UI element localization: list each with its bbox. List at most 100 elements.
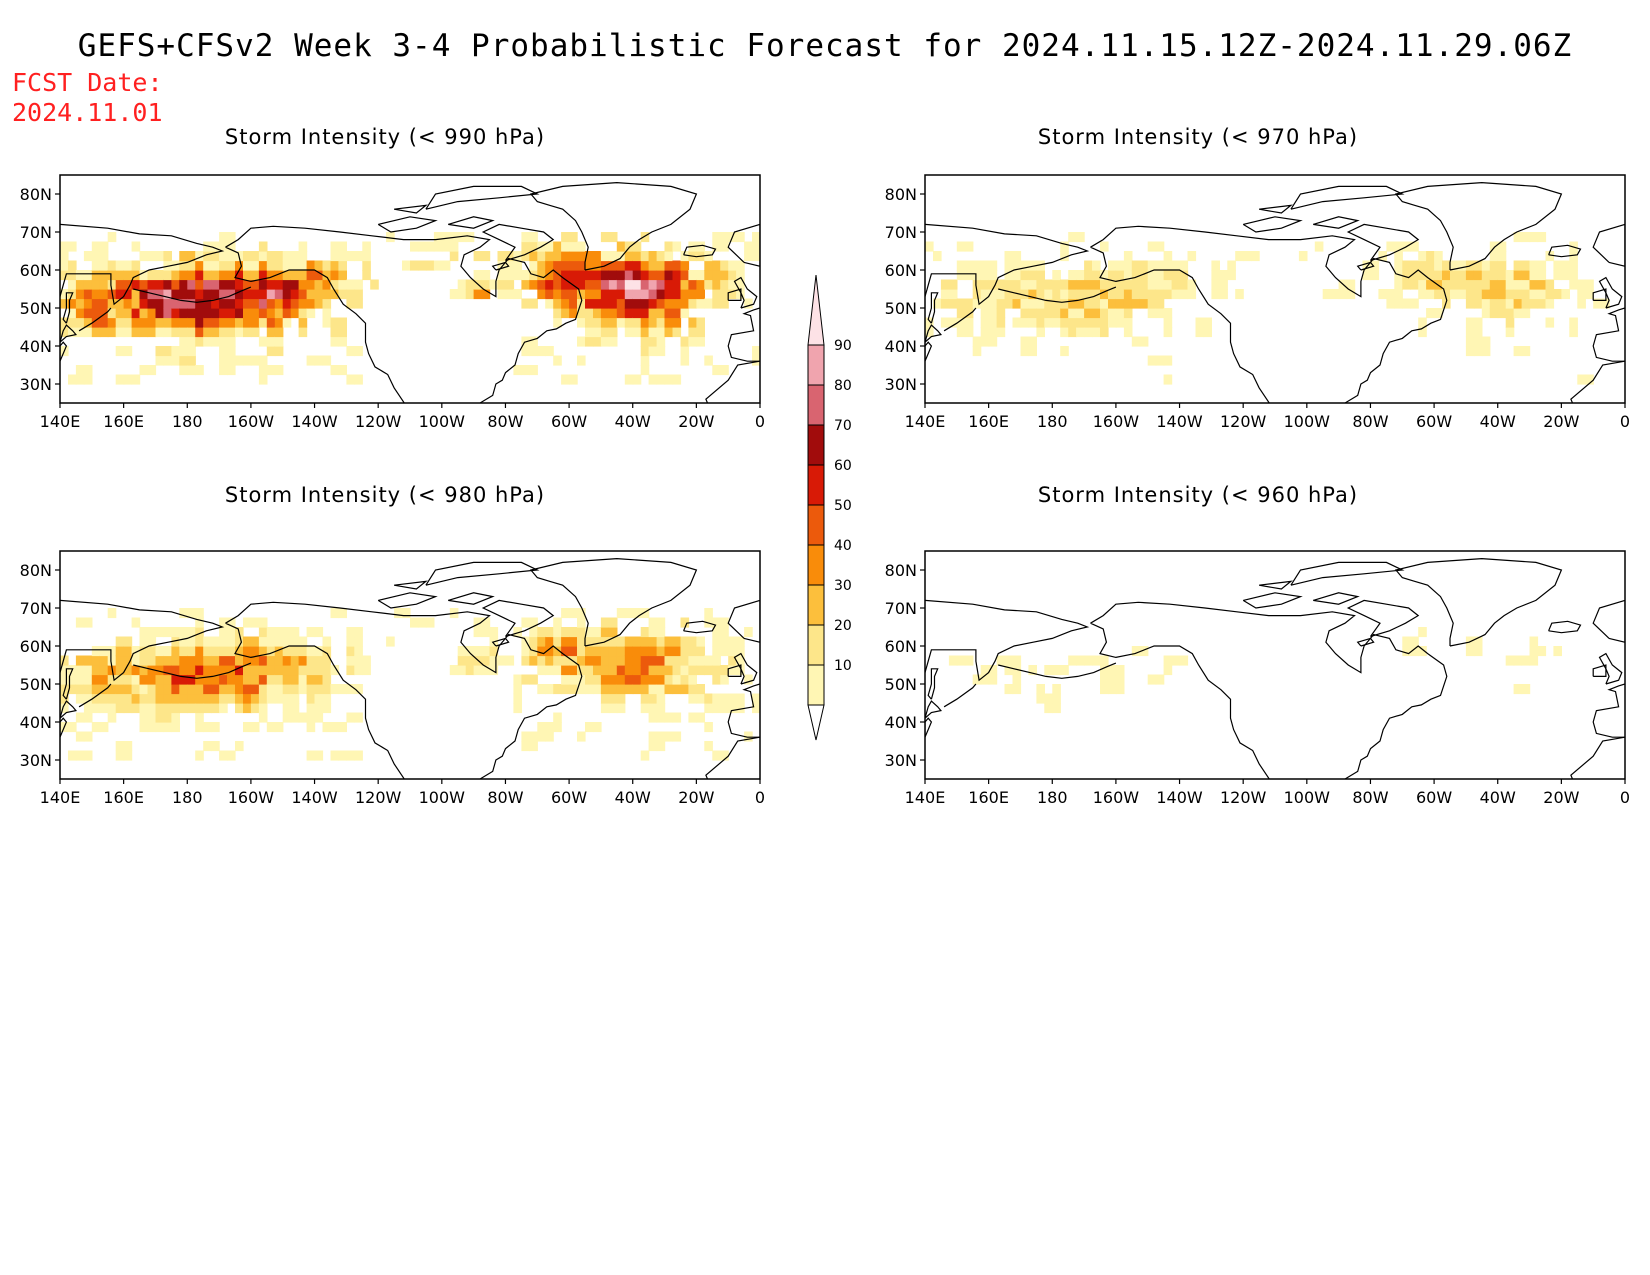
coastline-path	[1258, 580, 1293, 590]
probability-cell	[640, 327, 650, 338]
probability-cell	[640, 365, 650, 376]
probability-cell	[235, 317, 244, 328]
probability-cell	[656, 646, 666, 657]
probability-cell	[513, 289, 522, 300]
probability-cell	[250, 327, 260, 338]
probability-cell	[561, 684, 570, 695]
coastline-path	[1592, 664, 1607, 677]
probability-cell	[60, 327, 69, 338]
probability-cell	[227, 241, 236, 252]
probability-cell	[298, 712, 308, 723]
probability-cell	[569, 241, 578, 252]
probability-cell	[1012, 674, 1022, 685]
probability-cell	[1084, 298, 1093, 309]
probability-cell	[712, 655, 721, 666]
probability-cell	[211, 317, 220, 328]
probability-cell	[1601, 298, 1610, 309]
probability-cell	[489, 279, 499, 290]
probability-cell	[537, 684, 546, 695]
probability-cell	[211, 279, 220, 290]
probability-cell	[219, 750, 228, 761]
probability-cell	[489, 646, 499, 657]
probability-cell	[171, 674, 180, 685]
probability-cell	[1163, 327, 1173, 338]
probability-cell	[497, 270, 507, 281]
probability-cell	[688, 327, 697, 338]
probability-cell	[1155, 298, 1165, 309]
probability-cell	[250, 355, 260, 366]
probability-cell	[1036, 684, 1045, 695]
probability-cell	[115, 279, 125, 290]
probability-cell	[1569, 317, 1578, 328]
probability-cell	[107, 298, 117, 309]
probability-cell	[640, 693, 650, 704]
probability-cell	[712, 298, 721, 309]
probability-cell	[131, 665, 141, 676]
probability-cell	[243, 355, 252, 366]
probability-cell	[187, 279, 196, 290]
probability-cell	[728, 260, 737, 271]
probability-cell	[235, 308, 244, 319]
probability-cell	[465, 646, 475, 657]
probability-cell	[298, 674, 308, 685]
coastline-path	[1242, 592, 1303, 609]
probability-cell	[1108, 674, 1117, 685]
probability-cell	[1155, 674, 1165, 685]
probability-cell	[553, 636, 562, 647]
coastline-path	[377, 216, 438, 233]
colorbar-label: 70	[834, 418, 852, 434]
probability-cell	[1004, 289, 1014, 300]
probability-cell	[322, 260, 332, 271]
probability-cell	[171, 684, 180, 695]
probability-cell	[235, 646, 244, 657]
probability-cell	[744, 627, 753, 638]
probability-cell	[712, 674, 721, 685]
probability-cell	[624, 289, 634, 300]
probability-cell	[577, 665, 586, 676]
probability-cell	[1108, 260, 1117, 271]
probability-cell	[988, 665, 998, 676]
probability-cell	[1068, 655, 1077, 666]
probability-cell	[712, 260, 721, 271]
probability-cell	[179, 298, 188, 309]
probability-cell	[243, 317, 252, 328]
probability-cell	[211, 336, 220, 347]
probability-cell	[147, 317, 157, 328]
probability-cell	[266, 336, 276, 347]
probability-cell	[1139, 279, 1149, 290]
probability-cell	[131, 655, 141, 666]
probability-cell	[1458, 289, 1467, 300]
probability-cell	[1068, 298, 1077, 309]
probability-cell	[203, 655, 212, 666]
lat-label: 70N	[20, 599, 52, 618]
probability-cell	[203, 317, 212, 328]
probability-cell	[1092, 327, 1101, 338]
probability-cell	[624, 327, 634, 338]
probability-cell	[187, 260, 196, 271]
probability-cell	[227, 336, 236, 347]
coastline-path	[425, 561, 540, 586]
probability-cell	[1402, 646, 1411, 657]
probability-cell	[266, 646, 276, 657]
probability-cell	[744, 731, 753, 742]
probability-cell	[1163, 665, 1173, 676]
probability-cell	[274, 693, 284, 704]
probability-cell	[1235, 251, 1244, 262]
probability-cell	[1012, 317, 1022, 328]
probability-cell	[545, 241, 554, 252]
probability-cell	[195, 655, 204, 666]
probability-cell	[147, 646, 157, 657]
probability-cell	[1044, 703, 1053, 714]
probability-cell	[1012, 251, 1022, 262]
probability-cell	[1497, 298, 1507, 309]
probability-cell	[529, 279, 538, 290]
probability-cell	[1481, 289, 1491, 300]
probability-cell	[696, 270, 705, 281]
probability-cell	[250, 279, 260, 290]
probability-cell	[107, 270, 117, 281]
probability-cell	[179, 608, 188, 619]
probability-cell	[720, 750, 729, 761]
coastline-path	[733, 652, 758, 685]
probability-cell	[521, 241, 530, 252]
probability-cell	[258, 336, 268, 347]
